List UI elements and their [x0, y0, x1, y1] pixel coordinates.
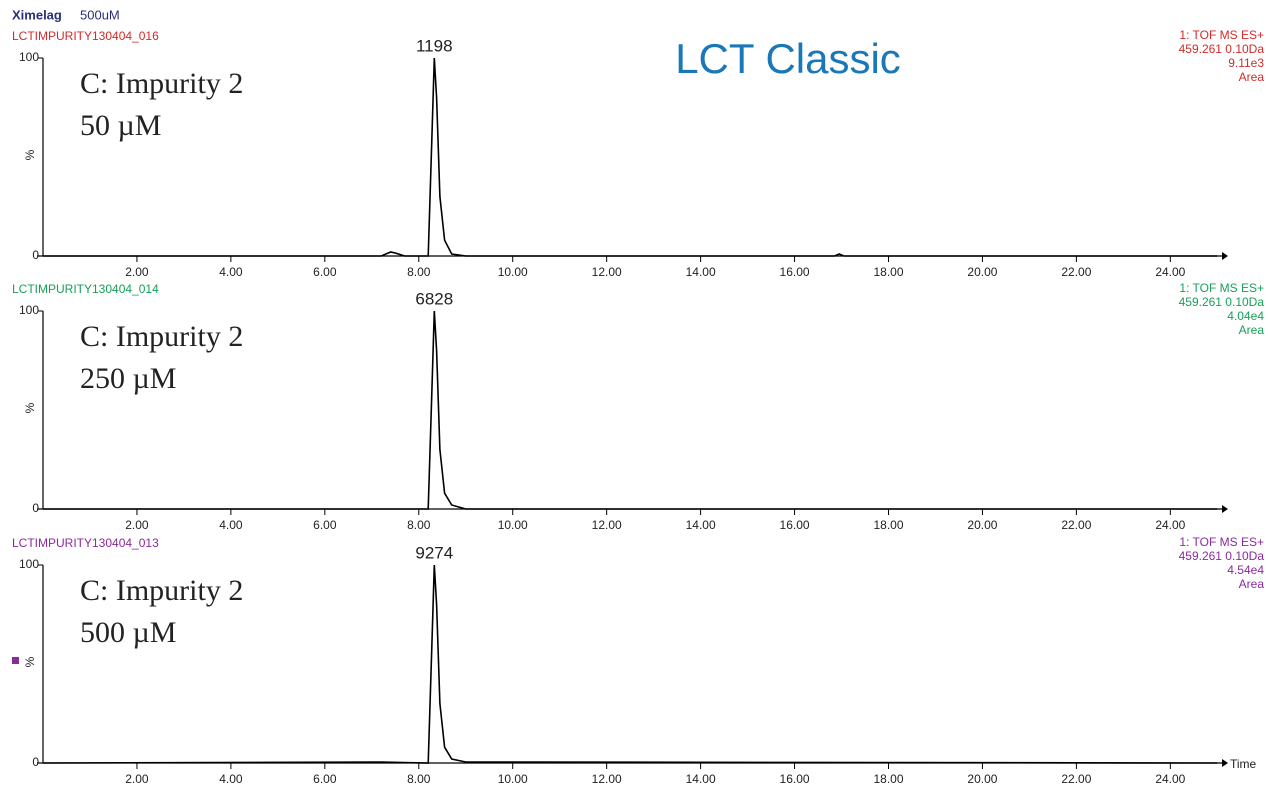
x-tick-label: 18.00: [873, 518, 903, 532]
x-tick-label: 24.00: [1155, 265, 1185, 279]
y-axis-label: %: [23, 402, 37, 413]
x-tick-label: 6.00: [313, 772, 337, 786]
peak-label: 9274: [415, 543, 453, 562]
x-tick-label: 12.00: [592, 265, 622, 279]
trace: [43, 57, 1218, 257]
x-tick-label: 22.00: [1061, 518, 1091, 532]
info-line: 1: TOF MS ES+: [1179, 28, 1264, 42]
x-tick-label: 2.00: [125, 772, 149, 786]
x-tick-label: 20.00: [967, 518, 997, 532]
chart-title: LCT Classic: [675, 35, 901, 82]
annotation: 250 µM: [80, 362, 176, 395]
x-tick-label: 4.00: [219, 518, 243, 532]
x-axis-label: Time: [1230, 757, 1257, 771]
x-tick-label: 2.00: [125, 265, 149, 279]
y-tick-label: 0: [32, 755, 39, 769]
x-tick-label: 8.00: [407, 265, 431, 279]
y-tick-label: 100: [19, 303, 39, 317]
info-line: Area: [1239, 70, 1265, 84]
info-line: Area: [1239, 577, 1265, 591]
x-tick-label: 6.00: [313, 518, 337, 532]
x-tick-label: 16.00: [780, 265, 810, 279]
x-tick-label: 18.00: [873, 265, 903, 279]
x-tick-label: 4.00: [219, 265, 243, 279]
info-line: Area: [1239, 323, 1265, 337]
info-line: 4.54e4: [1227, 563, 1264, 577]
y-tick-label: 100: [19, 50, 39, 64]
info-line: 459.261 0.10Da: [1179, 549, 1265, 563]
x-tick-label: 4.00: [219, 772, 243, 786]
trace: [42, 564, 1218, 764]
annotation: 500 µM: [80, 616, 176, 649]
file-name: LCTIMPURITY130404_013: [12, 536, 159, 550]
x-tick-label: 10.00: [498, 265, 528, 279]
x-tick-label: 12.00: [592, 518, 622, 532]
x-tick-label: 22.00: [1061, 265, 1091, 279]
y-tick-label: 100: [19, 557, 39, 571]
x-tick-label: 22.00: [1061, 772, 1091, 786]
sample-name: Ximelag: [12, 7, 62, 22]
info-line: 9.11e3: [1228, 56, 1264, 70]
x-tick-label: 20.00: [967, 265, 997, 279]
x-tick-label: 14.00: [686, 265, 716, 279]
trace: [43, 310, 1218, 510]
file-name: LCTIMPURITY130404_014: [12, 282, 159, 296]
y-tick-label: 0: [32, 501, 39, 515]
file-name: LCTIMPURITY130404_016: [12, 29, 159, 43]
info-line: 459.261 0.10Da: [1179, 295, 1265, 309]
x-tick-label: 10.00: [498, 518, 528, 532]
info-line: 459.261 0.10Da: [1179, 42, 1265, 56]
x-tick-label: 14.00: [686, 518, 716, 532]
annotation: C: Impurity 2: [80, 574, 243, 607]
x-tick-label: 8.00: [407, 772, 431, 786]
x-tick-label: 14.00: [686, 772, 716, 786]
annotation: C: Impurity 2: [80, 320, 243, 353]
peak-label: 1198: [416, 36, 453, 55]
x-tick-label: 10.00: [498, 772, 528, 786]
annotation: C: Impurity 2: [80, 67, 243, 100]
x-tick-label: 24.00: [1155, 772, 1185, 786]
x-tick-label: 16.00: [780, 518, 810, 532]
info-line: 4.04e4: [1227, 309, 1264, 323]
x-tick-label: 18.00: [873, 772, 903, 786]
info-line: 1: TOF MS ES+: [1179, 281, 1264, 295]
y-tick-label: 0: [32, 248, 39, 262]
axis-arrow: [1222, 505, 1228, 513]
info-line: 1: TOF MS ES+: [1179, 535, 1264, 549]
x-tick-label: 8.00: [407, 518, 431, 532]
marker: [12, 657, 19, 664]
x-tick-label: 20.00: [967, 772, 997, 786]
peak-label: 6828: [415, 289, 453, 308]
y-axis-label: %: [23, 149, 37, 160]
axis-arrow: [1222, 759, 1228, 767]
x-tick-label: 6.00: [313, 265, 337, 279]
annotation: 50 µM: [80, 109, 161, 142]
axis-arrow: [1222, 252, 1228, 260]
sample-concentration: 500uM: [80, 7, 120, 22]
y-axis-label: %: [23, 656, 37, 667]
x-tick-label: 12.00: [592, 772, 622, 786]
x-tick-label: 24.00: [1155, 518, 1185, 532]
x-tick-label: 16.00: [780, 772, 810, 786]
x-tick-label: 2.00: [125, 518, 149, 532]
